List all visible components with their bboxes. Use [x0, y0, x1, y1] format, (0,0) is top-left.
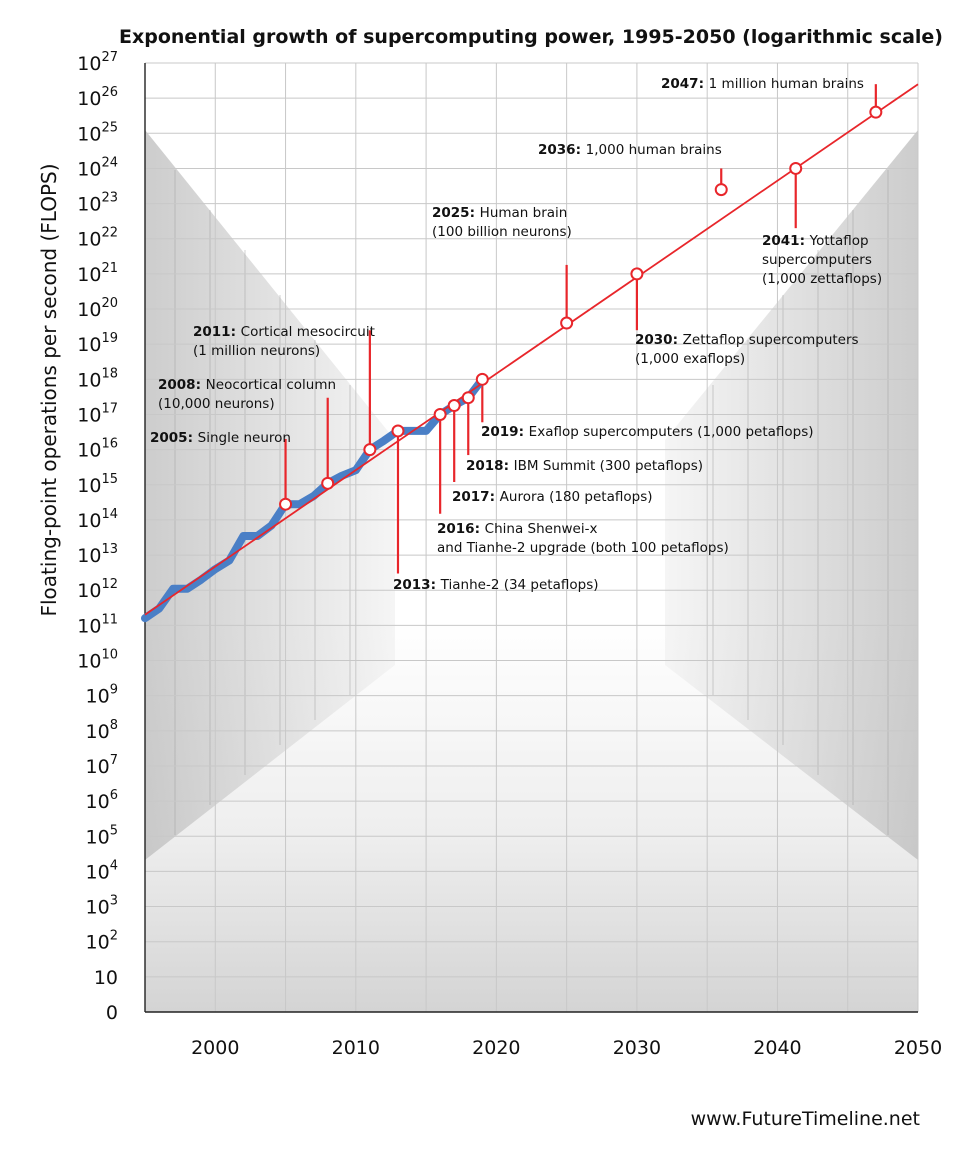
history-series-line [141, 375, 487, 623]
trend-series-line [144, 83, 919, 616]
x-tick-labels: 2000 2010 2020 2030 2040 2050 [191, 1037, 942, 1059]
y-tick-label: 107 [86, 753, 118, 778]
y-tick-label: 1026 [77, 85, 118, 110]
milestone-marker [321, 476, 335, 490]
y-tick-label: 1019 [77, 331, 118, 356]
y-tick-label: 1017 [77, 401, 118, 426]
y-tick-label: 0 [106, 1002, 118, 1024]
y-tick-label: 1013 [77, 542, 118, 567]
milestone-marker [714, 183, 728, 197]
y-tick-label: 109 [86, 683, 118, 708]
chart-title: Exponential growth of supercomputing pow… [119, 26, 943, 48]
x-tick-label: 2010 [332, 1037, 380, 1059]
milestone-label: 2030: Zettaflop supercomputers (1,000 exa… [635, 332, 859, 367]
milestone-marker [363, 443, 377, 457]
y-tick-label: 1027 [77, 50, 118, 75]
y-tick-label: 1011 [77, 612, 118, 637]
milestone-label: 2047: 1 million human brains [661, 76, 864, 92]
x-tick-label: 2050 [894, 1037, 942, 1059]
milestone-label: 2008: Neocortical column (10,000 neurons) [158, 377, 336, 412]
y-tick-label: 1010 [77, 648, 118, 673]
data-series [141, 83, 919, 623]
background-server-hall [145, 130, 918, 1012]
milestone-marker [433, 407, 447, 421]
milestone-marker [869, 105, 883, 119]
milestone-label: 2005: Single neuron [150, 430, 291, 446]
y-tick-label: 1021 [77, 261, 118, 286]
y-tick-label: 1014 [77, 507, 118, 532]
y-tick-label: 1012 [77, 577, 118, 602]
y-tick-label: 104 [86, 858, 118, 883]
y-axis-label: Floating-point operations per second (FL… [37, 163, 61, 616]
milestone-label: 2011: Cortical mesocircuit (1 million neu… [193, 324, 375, 359]
y-tick-label: 1015 [77, 472, 118, 497]
y-tick-label: 1016 [77, 437, 118, 462]
x-tick-label: 2020 [472, 1037, 520, 1059]
y-tick-label: 108 [86, 718, 118, 743]
milestone-label: 2016: China Shenwei-x and Tianhe-2 upgrad… [437, 521, 729, 556]
milestone-label: 2019: Exaflop supercomputers (1,000 peta… [481, 424, 814, 440]
milestone-label: 2017: Aurora (180 petaflops) [452, 489, 653, 505]
milestone-label: 2013: Tianhe-2 (34 petaflops) [393, 577, 599, 593]
y-tick-label: 1020 [77, 296, 118, 321]
background-right-racks [665, 130, 918, 860]
milestone-markers [279, 105, 883, 511]
y-tick-label: 1018 [77, 366, 118, 391]
milestone-label: 2041: Yottaflop supercomputers (1,000 zett… [762, 233, 882, 287]
x-tick-label: 2040 [753, 1037, 801, 1059]
y-tick-label: 1023 [77, 191, 118, 216]
milestone-marker [461, 391, 475, 405]
milestone-annotations: 2005: Single neuron 2008: Neocortical col… [150, 76, 882, 593]
milestone-marker [789, 161, 803, 175]
y-tick-labels: 0 10 102 103 104 105 106 107 108 109 1010 1011 1012 1… [77, 50, 118, 1024]
milestone-marker [630, 267, 644, 281]
y-tick-label: 105 [86, 823, 118, 848]
y-tick-label: 102 [86, 929, 118, 954]
milestone-marker [447, 399, 461, 413]
milestone-label: 2018: IBM Summit (300 petaflops) [466, 458, 703, 474]
x-tick-label: 2030 [613, 1037, 661, 1059]
y-tick-label: 1022 [77, 226, 118, 251]
background-left-racks [145, 130, 395, 860]
y-tick-label: 106 [86, 788, 118, 813]
y-tick-label: 10 [94, 967, 118, 989]
milestone-label: 2025: Human brain (100 billion neurons) [432, 205, 572, 240]
milestone-marker [560, 316, 574, 330]
grid-lines [145, 62, 919, 1012]
source-credit: www.FutureTimeline.net [691, 1108, 920, 1130]
y-tick-label: 1024 [77, 155, 118, 180]
milestone-leaders [284, 84, 877, 574]
milestone-label: 2036: 1,000 human brains [538, 142, 722, 158]
y-tick-label: 103 [86, 894, 118, 919]
x-tick-label: 2000 [191, 1037, 239, 1059]
milestone-marker [279, 497, 293, 511]
milestone-marker [391, 424, 405, 438]
y-tick-label: 1025 [77, 120, 118, 145]
milestone-marker [475, 372, 489, 386]
axes [144, 63, 918, 1013]
